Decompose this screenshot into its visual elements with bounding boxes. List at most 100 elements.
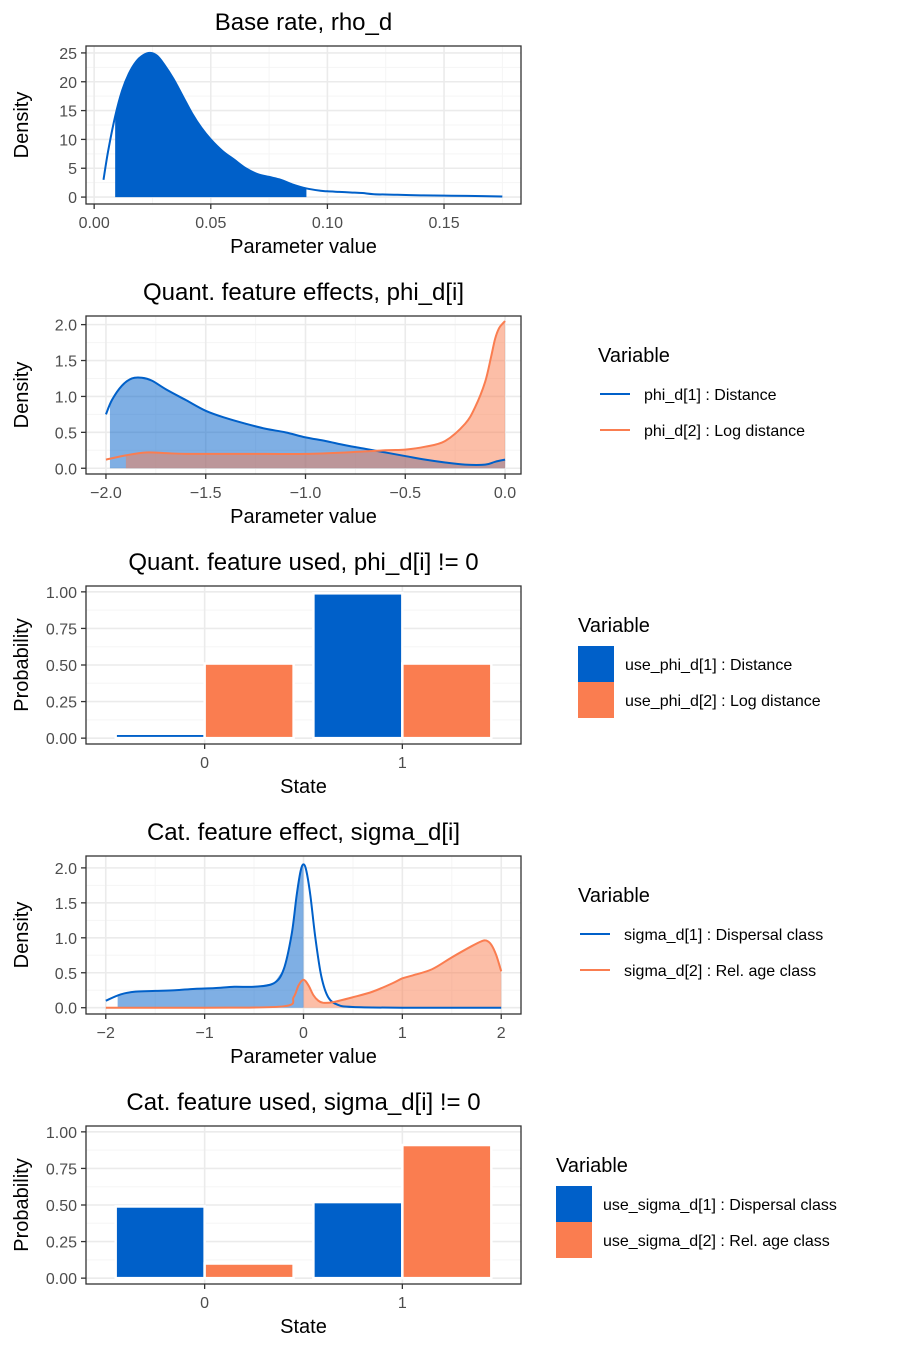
density-fill-series-2 <box>303 940 502 1008</box>
y-tick-label: 0.5 <box>55 425 77 442</box>
x-tick-label: 0.05 <box>195 215 226 232</box>
legend-label: use_phi_d[2] : Log distance <box>625 693 821 710</box>
legend-label: use_sigma_d[1] : Dispersal class <box>603 1197 837 1214</box>
y-tick-label: 1.00 <box>46 1125 77 1142</box>
legend: Variable sigma_d[1] : Dispersal class sigm… <box>578 885 823 980</box>
y-tick-label: 0.0 <box>55 461 77 478</box>
bar-series-1-state-0 <box>114 732 206 740</box>
density-line-series-1 <box>105 863 502 1009</box>
y-tick-label: 0.0 <box>55 1001 77 1018</box>
y-axis-title: Probability <box>11 1158 33 1251</box>
x-tick-label: 1 <box>398 1295 407 1312</box>
x-tick-label: 0.00 <box>79 215 110 232</box>
x-tick-label: −1.0 <box>290 485 322 502</box>
x-tick-label: −1.5 <box>190 485 222 502</box>
chart-panel-3: 0.00 0.25 0.50 0.75 1.00 0 1 State Probability Qu… <box>11 549 821 798</box>
y-tick-label: 0.75 <box>46 1161 77 1178</box>
chart-title: Base rate, rho_d <box>215 9 392 36</box>
y-tick-label: 0.00 <box>46 1271 77 1288</box>
chart-panel-2: 0.0 0.5 1.0 1.5 2.0 −2.0 −1.5 −1.0 −0.5 0.0 Parame… <box>11 279 805 528</box>
y-tick-label: 15 <box>59 104 77 121</box>
y-tick-label: 0 <box>68 190 77 207</box>
chart-panel-4: 0.0 0.5 1.0 1.5 2.0 −2 −1 0 1 2 Parameter value Den… <box>11 819 823 1068</box>
y-tick-label: 25 <box>59 46 77 63</box>
x-axis-title: State <box>280 1316 327 1338</box>
y-tick-label: 1.0 <box>55 389 77 406</box>
legend-title: Variable <box>578 885 650 907</box>
chart-title: Cat. feature effect, sigma_d[i] <box>147 819 460 846</box>
y-tick-label: 0.50 <box>46 658 77 675</box>
x-axis-title: Parameter value <box>230 1046 377 1068</box>
y-axis-title: Density <box>11 902 33 969</box>
panel-border <box>85 315 522 475</box>
x-tick-label: 0 <box>299 1025 308 1042</box>
legend-label: use_sigma_d[2] : Rel. age class <box>603 1233 830 1250</box>
bar-series-2-state-0 <box>203 662 295 740</box>
y-tick-label: 2.0 <box>55 318 77 335</box>
y-tick-label: 1.5 <box>55 354 77 371</box>
legend-label: phi_d[2] : Log distance <box>644 423 805 440</box>
density-fill-series-1 <box>115 53 307 198</box>
y-tick-label: 20 <box>59 75 77 92</box>
y-tick-label: 1.5 <box>55 896 77 913</box>
x-tick-label: 1 <box>398 1025 407 1042</box>
bar-series-2-state-1 <box>401 662 493 740</box>
density-line-series-1 <box>102 51 503 198</box>
x-tick-label: 0.15 <box>428 215 459 232</box>
y-axis-title: Density <box>11 92 33 159</box>
density-line-series-1 <box>105 376 506 466</box>
density-fill-series-1 <box>109 377 506 469</box>
x-tick-label: −0.5 <box>389 485 421 502</box>
x-axis-title: State <box>280 776 327 798</box>
y-tick-label: 2.0 <box>55 861 77 878</box>
chart-panel-5: 0.00 0.25 0.50 0.75 1.00 0 1 State Probability Ca… <box>11 1089 837 1338</box>
chart-title: Quant. feature used, phi_d[i] != 0 <box>128 549 478 576</box>
x-tick-label: −2 <box>97 1025 115 1042</box>
legend-title: Variable <box>556 1155 628 1177</box>
legend: Variable phi_d[1] : Distance phi_d[2] : Lo… <box>598 345 805 440</box>
x-tick-label: 0.0 <box>494 485 516 502</box>
legend-key-box-1 <box>578 646 614 682</box>
x-tick-label: −2.0 <box>90 485 122 502</box>
y-tick-label: 10 <box>59 132 77 149</box>
legend-key-box-2 <box>556 1222 592 1258</box>
y-axis-title: Probability <box>11 618 33 711</box>
density-line-series-2 <box>105 320 506 461</box>
x-axis-title: Parameter value <box>230 236 377 258</box>
x-tick-label: 0 <box>200 755 209 772</box>
y-tick-label: 5 <box>68 161 77 178</box>
x-axis-title: Parameter value <box>230 506 377 528</box>
bar-series-1-state-1 <box>312 592 404 740</box>
y-tick-label: 0.75 <box>46 621 77 638</box>
chart-title: Cat. feature used, sigma_d[i] != 0 <box>126 1089 480 1116</box>
y-axis-title: Density <box>11 362 33 429</box>
x-tick-label: 0.10 <box>312 215 343 232</box>
y-tick-label: 0.50 <box>46 1198 77 1215</box>
legend-label: use_phi_d[1] : Distance <box>625 657 792 674</box>
legend-label: sigma_d[1] : Dispersal class <box>624 927 823 944</box>
bar-series-1-state-0 <box>114 1205 206 1280</box>
legend-key-box-2 <box>578 682 614 718</box>
density-fill-series-1 <box>117 864 304 1008</box>
panel-border <box>85 45 522 205</box>
chart-title: Quant. feature effects, phi_d[i] <box>143 279 464 306</box>
y-tick-label: 1.0 <box>55 931 77 948</box>
x-tick-label: −1 <box>196 1025 214 1042</box>
legend-label: phi_d[1] : Distance <box>644 387 777 404</box>
density-line-series-2 <box>105 939 503 1009</box>
y-tick-label: 0.25 <box>46 695 77 712</box>
x-tick-label: 2 <box>497 1025 506 1042</box>
bar-series-2-state-0 <box>203 1262 295 1280</box>
x-tick-label: 0 <box>200 1295 209 1312</box>
legend-key-box-1 <box>556 1186 592 1222</box>
legend: Variable use_sigma_d[1] : Dispersal class… <box>556 1155 837 1258</box>
chart-panel-1: 0 5 10 15 20 25 0.00 0.05 0.10 0.15 Parameter valu… <box>11 9 522 258</box>
legend: Variable use_phi_d[1] : Distance use_phi_d… <box>578 615 821 718</box>
y-tick-label: 0.00 <box>46 731 77 748</box>
legend-label: sigma_d[2] : Rel. age class <box>624 963 816 980</box>
bar-series-1-state-1 <box>312 1200 404 1280</box>
y-tick-label: 0.5 <box>55 966 77 983</box>
x-tick-label: 1 <box>398 755 407 772</box>
legend-title: Variable <box>598 345 670 367</box>
